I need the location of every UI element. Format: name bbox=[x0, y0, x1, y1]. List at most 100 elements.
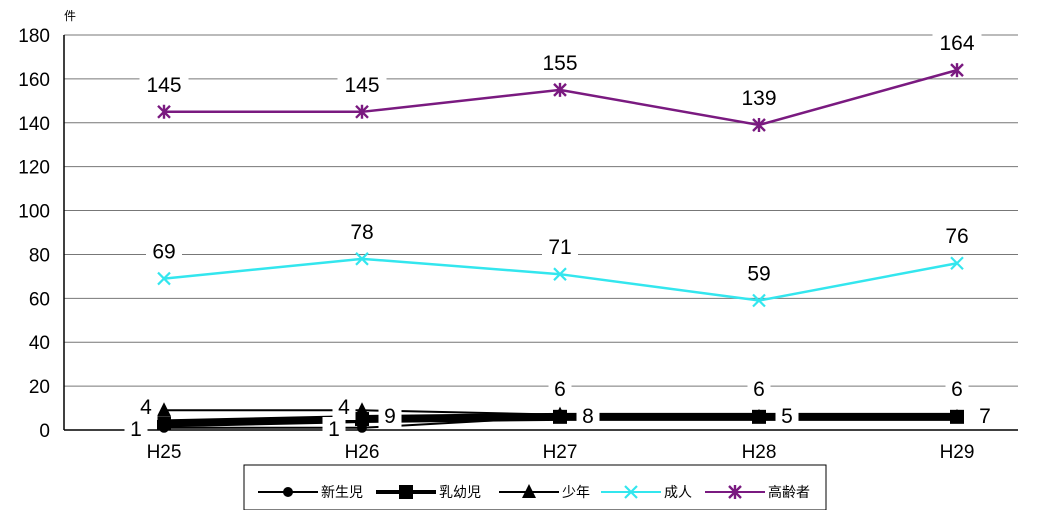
legend-marker bbox=[624, 485, 638, 499]
data-label: 1 bbox=[328, 418, 340, 441]
data-label: 4 bbox=[140, 396, 152, 419]
legend-marker bbox=[283, 487, 293, 497]
data-point bbox=[752, 293, 766, 308]
data-label: 6 bbox=[951, 378, 963, 401]
legend: 新生児 乳幼児 少年 成人 高齢者 bbox=[243, 464, 827, 510]
data-label: 69 bbox=[152, 241, 175, 264]
data-label-bg bbox=[548, 377, 572, 402]
data-label-bg bbox=[344, 219, 380, 245]
legend-label: 高齢者 bbox=[768, 484, 810, 501]
data-point bbox=[553, 406, 567, 421]
data-point bbox=[157, 104, 171, 119]
y-tick-label: 180 bbox=[18, 26, 50, 47]
data-label: 6 bbox=[753, 378, 765, 401]
data-label-bg bbox=[535, 50, 585, 76]
legend-item-3: 成人 bbox=[601, 485, 692, 501]
data-label-bg bbox=[945, 377, 969, 402]
data-point bbox=[553, 82, 567, 97]
data-point bbox=[752, 408, 766, 423]
data-label: 145 bbox=[344, 74, 379, 97]
legend-marker bbox=[522, 484, 536, 498]
data-point bbox=[553, 267, 567, 281]
data-label-bg bbox=[146, 239, 182, 265]
x-tick-label: H29 bbox=[940, 442, 975, 463]
legend-item-1: 乳幼児 bbox=[376, 485, 481, 501]
data-point bbox=[950, 408, 964, 423]
data-label-bg bbox=[322, 417, 346, 442]
data-label-bg bbox=[542, 235, 578, 261]
data-label: 8 bbox=[582, 405, 594, 428]
y-tick-label: 0 bbox=[39, 421, 50, 442]
data-label: 7 bbox=[979, 405, 991, 428]
data-label: 76 bbox=[945, 225, 968, 248]
data-label: 71 bbox=[548, 236, 571, 259]
legend-marker bbox=[399, 485, 413, 499]
legend-label: 乳幼児 bbox=[439, 485, 481, 501]
data-label: 5 bbox=[781, 405, 793, 428]
data-label-bg bbox=[576, 404, 600, 429]
data-point bbox=[157, 271, 171, 286]
data-label: 139 bbox=[741, 87, 776, 110]
data-point bbox=[950, 63, 964, 78]
series-line bbox=[164, 68, 958, 127]
data-label: 1 bbox=[130, 418, 142, 441]
y-tick-label: 20 bbox=[29, 377, 50, 398]
series-4 bbox=[157, 63, 964, 132]
data-point bbox=[355, 252, 369, 266]
data-label: 9 bbox=[384, 405, 396, 428]
y-tick-label: 40 bbox=[29, 333, 50, 354]
data-label-bg bbox=[134, 395, 158, 420]
data-point bbox=[355, 104, 369, 119]
data-label-bg bbox=[932, 31, 982, 57]
data-label-bg bbox=[939, 224, 975, 250]
data-label: 6 bbox=[554, 378, 566, 401]
x-tick-label: H27 bbox=[543, 442, 578, 463]
data-point bbox=[157, 416, 171, 431]
series-2 bbox=[157, 402, 964, 423]
data-point bbox=[355, 402, 369, 417]
series-3 bbox=[157, 252, 964, 308]
data-label: 78 bbox=[350, 221, 373, 244]
x-tick-label: H26 bbox=[345, 442, 380, 463]
data-label: 145 bbox=[146, 74, 181, 97]
gridlines bbox=[63, 34, 1018, 431]
data-label-bg bbox=[775, 404, 799, 429]
legend-label: 少年 bbox=[562, 485, 590, 501]
y-tick-label: 120 bbox=[18, 158, 50, 179]
legend-label: 新生児 bbox=[321, 485, 363, 501]
data-label-bg bbox=[337, 72, 387, 98]
y-unit-label: 件 bbox=[64, 9, 76, 23]
data-label: 59 bbox=[747, 263, 770, 286]
x-tick-label: H28 bbox=[742, 442, 777, 463]
legend-item-0: 新生児 bbox=[258, 485, 363, 501]
y-axis-ticks: 0 20 40 60 80 100 120 140 160 180 bbox=[18, 26, 50, 442]
data-label: 155 bbox=[542, 52, 577, 75]
data-label-bg bbox=[332, 395, 356, 420]
legend-marker bbox=[728, 485, 742, 499]
legend-label: 成人 bbox=[664, 485, 692, 501]
y-tick-label: 160 bbox=[18, 70, 50, 91]
data-point bbox=[157, 402, 171, 417]
series-line bbox=[163, 257, 958, 302]
data-label-bg bbox=[378, 404, 402, 429]
data-label-bg bbox=[741, 261, 777, 287]
y-tick-label: 140 bbox=[18, 114, 50, 135]
legend-item-2: 少年 bbox=[499, 484, 590, 501]
y-tick-label: 60 bbox=[29, 289, 50, 310]
x-tick-label: H25 bbox=[147, 442, 182, 463]
data-label-bg bbox=[734, 85, 784, 111]
data-label: 4 bbox=[338, 396, 350, 419]
data-label-bg bbox=[139, 72, 189, 98]
data-label-bg bbox=[973, 404, 997, 429]
data-label-bg bbox=[124, 417, 148, 442]
data-point bbox=[950, 256, 964, 270]
y-tick-label: 80 bbox=[29, 245, 50, 266]
legend-item-4: 高齢者 bbox=[705, 484, 810, 501]
data-point bbox=[752, 117, 766, 132]
data-label: 164 bbox=[939, 32, 974, 55]
data-label-bg bbox=[747, 377, 771, 402]
x-axis-ticks: H25 H26 H27 H28 H29 bbox=[147, 442, 975, 463]
series-layer bbox=[157, 63, 964, 433]
data-labels: 1 1 9 8 5 7 4 4 6 6 6 69 78 71 59 76 145 145 155 139 164 bbox=[124, 31, 997, 442]
